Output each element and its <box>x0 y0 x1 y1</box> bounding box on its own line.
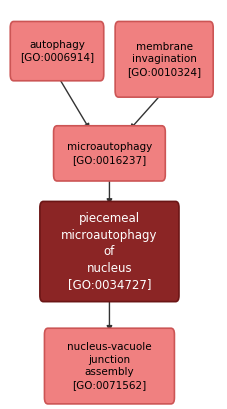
Text: membrane
invagination
[GO:0010324]: membrane invagination [GO:0010324] <box>126 41 200 77</box>
FancyBboxPatch shape <box>44 328 174 404</box>
FancyBboxPatch shape <box>10 21 103 81</box>
FancyBboxPatch shape <box>115 21 212 97</box>
Text: nucleus-vacuole
junction
assembly
[GO:0071562]: nucleus-vacuole junction assembly [GO:00… <box>67 342 151 390</box>
Text: piecemeal
microautophagy
of
nucleus
[GO:0034727]: piecemeal microautophagy of nucleus [GO:… <box>61 212 157 291</box>
FancyBboxPatch shape <box>53 126 165 181</box>
Text: microautophagy
[GO:0016237]: microautophagy [GO:0016237] <box>67 142 151 165</box>
Text: autophagy
[GO:0006914]: autophagy [GO:0006914] <box>20 40 94 63</box>
FancyBboxPatch shape <box>40 201 178 302</box>
